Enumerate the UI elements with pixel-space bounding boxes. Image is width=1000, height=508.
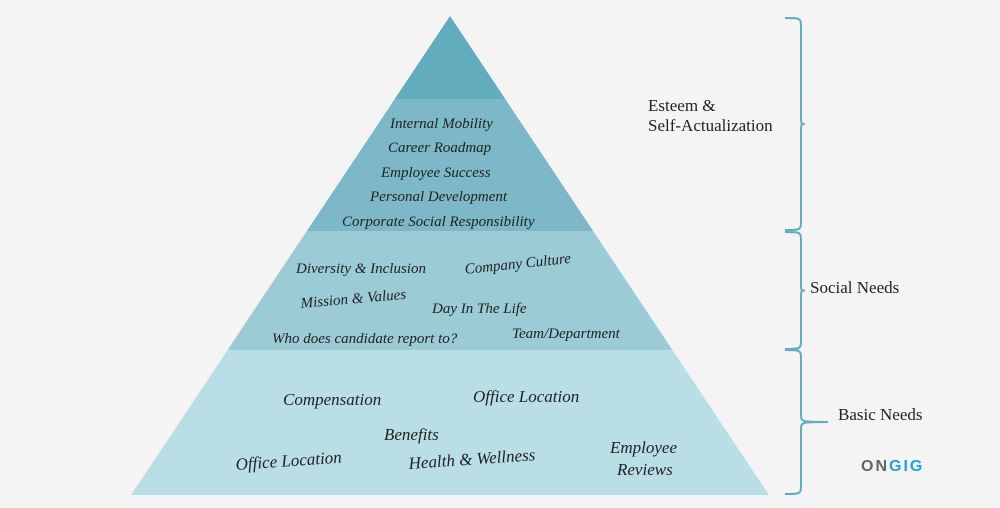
item-bot-5: Employee [610, 438, 677, 458]
tier-label-0: Esteem &Self-Actualization [648, 96, 773, 136]
tier-label-2: Basic Needs [838, 405, 923, 425]
item-top-0: Internal Mobility [390, 116, 493, 133]
item-bot-1: Office Location [473, 387, 579, 407]
item-top-4: Corporate Social Responsibility [342, 214, 535, 231]
item-mid-0: Diversity & Inclusion [296, 261, 426, 278]
item-bot-6: Reviews [617, 460, 673, 480]
item-bot-0: Compensation [283, 390, 381, 410]
item-mid-4: Who does candidate report to? [272, 331, 457, 348]
item-bot-2: Benefits [384, 425, 439, 445]
item-bot-4: Health & Wellness [408, 445, 536, 474]
item-bot-3: Office Location [235, 448, 342, 475]
tier-label-1: Social Needs [810, 278, 899, 298]
item-top-2: Employee Success [381, 165, 491, 182]
brand-logo: ONGIG [861, 458, 924, 476]
item-mid-5: Team/Department [512, 326, 620, 343]
item-top-1: Career Roadmap [388, 140, 491, 157]
item-mid-1: Company Culture [464, 251, 572, 279]
item-mid-2: Mission & Values [300, 287, 407, 313]
item-mid-3: Day In The Life [432, 301, 527, 318]
item-top-3: Personal Development [370, 189, 507, 206]
